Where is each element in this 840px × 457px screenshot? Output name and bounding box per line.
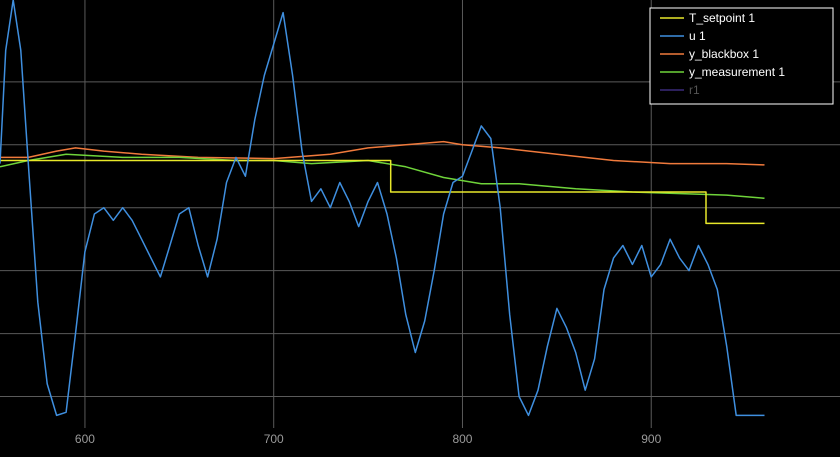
series-line-t-setpoint-1 [0, 159, 765, 225]
series-lines [0, 0, 765, 417]
series-line-y-blackbox-1 [0, 140, 765, 166]
tick-labels: 600 700 800 900 [75, 432, 662, 446]
legend-entry-label: r1 [689, 83, 700, 97]
x-tick-label: 900 [641, 432, 661, 446]
x-tick-label: 700 [264, 432, 284, 446]
x-tick-label: 600 [75, 432, 95, 446]
legend-box [649, 7, 834, 105]
legend-entry-label: y_measurement 1 [689, 65, 785, 79]
series-line-u-1 [0, 0, 765, 417]
legend-items: T_setpoint 1 u 1 y_blackbox 1 y_measurement… [660, 11, 785, 97]
x-tick-label: 800 [452, 432, 472, 446]
legend-entry-label: u 1 [689, 29, 706, 43]
legend-entry-label: T_setpoint 1 [689, 11, 755, 25]
legend[interactable]: T_setpoint 1 u 1 y_blackbox 1 y_measurement… [649, 7, 834, 105]
legend-entry-label: y_blackbox 1 [689, 47, 759, 61]
